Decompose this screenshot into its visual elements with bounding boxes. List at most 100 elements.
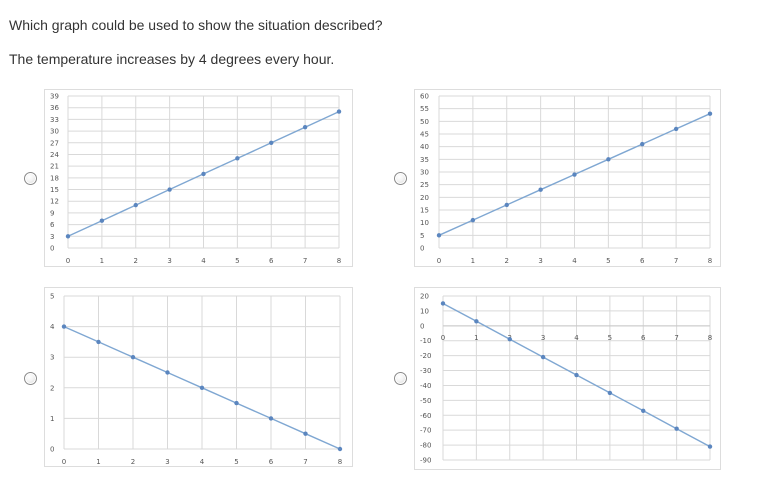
y-tick-label: 1: [50, 415, 54, 423]
x-tick-labels: 0 1 2 3 4 5 6 7 8: [66, 257, 341, 265]
x-tick-label: 6: [269, 257, 274, 265]
data-point: [65, 234, 71, 239]
x-tick-label: 2: [505, 257, 509, 265]
answer-option-2-radio[interactable]: [394, 172, 407, 185]
y-tick-label: 18: [50, 174, 59, 182]
data-point: [234, 400, 239, 406]
x-tick-label: 1: [100, 257, 104, 265]
answer-option-3-chart: 0 1 2 3 4 5 0 1 2 3 4 5 6 7 8: [44, 287, 353, 467]
chart-frame: [414, 287, 721, 470]
x-tick-label: 8: [708, 257, 712, 265]
data-point: [574, 372, 579, 378]
y-tick-label: -40: [420, 382, 431, 390]
y-tick-label: -10: [420, 337, 431, 345]
data-point: [133, 202, 138, 208]
x-tick-label: 0: [441, 334, 445, 342]
data-point: [303, 431, 308, 436]
x-tick-label: 5: [234, 458, 238, 466]
data-point: [337, 446, 343, 452]
answer-option-3-radio[interactable]: [24, 372, 37, 385]
data-point: [538, 187, 543, 192]
y-tick-label: 55: [420, 105, 429, 113]
data-point: [607, 390, 613, 396]
x-tick-label: 1: [96, 458, 100, 466]
x-tick-label: 8: [708, 334, 712, 342]
answer-option-4-radio[interactable]: [394, 372, 407, 385]
data-point: [572, 172, 577, 177]
y-tick-label: 45: [420, 131, 429, 139]
y-tick-label: -60: [420, 412, 431, 420]
data-point: [673, 126, 679, 132]
x-tick-label: 3: [538, 257, 542, 265]
data-point: [336, 109, 342, 114]
data-point: [440, 301, 446, 306]
x-tick-label: 0: [66, 257, 70, 265]
data-point: [199, 385, 205, 390]
y-tick-label: 12: [50, 198, 59, 206]
x-tick-label: 5: [235, 257, 239, 265]
y-tick-label: 15: [50, 186, 59, 194]
gridlines: [438, 95, 711, 249]
chart-frame: [44, 287, 353, 467]
data-point: [640, 141, 645, 147]
x-tick-label: 7: [674, 257, 678, 265]
y-tick-label: -50: [420, 397, 431, 405]
y-tick-label: 21: [50, 163, 59, 171]
x-tick-label: 4: [572, 257, 577, 265]
data-point: [641, 408, 646, 413]
x-tick-label: 7: [674, 334, 678, 342]
x-tick-label: 3: [165, 458, 169, 466]
y-tick-label: 0: [50, 245, 54, 253]
chart-4-svg: 20100-10-20-30-40-50-60-70-80-9001234567…: [414, 287, 721, 470]
y-tick-label: 40: [420, 143, 429, 151]
y-tick-label: 20: [420, 293, 429, 301]
y-tick-label: 10: [420, 219, 429, 227]
x-tick-label: 4: [200, 458, 205, 466]
data-point: [165, 370, 170, 375]
x-tick-label: 7: [303, 257, 307, 265]
x-tick-label: 7: [303, 458, 307, 466]
y-tick-label: 3: [50, 233, 54, 241]
data-point: [470, 217, 476, 223]
y-tick-label: 30: [50, 128, 59, 136]
x-tick-label: 6: [641, 334, 646, 342]
answer-option-4-chart: 20100-10-20-30-40-50-60-70-80-9001234567…: [414, 287, 721, 470]
y-tick-label: 39: [50, 93, 59, 101]
x-tick-labels: 0 1 2 3 4 5 6 7 8: [437, 257, 712, 265]
y-tick-labels: 0 1 2 3 4 5: [50, 293, 55, 454]
answer-option-1-chart: 0 3 6 9 12 15 18 21 24 27 30 33 36 39 0 1 2 3 4 5 6 7 8: [44, 89, 353, 267]
y-tick-label: 0: [50, 446, 54, 454]
y-tick-label: 0: [420, 322, 424, 330]
data-point: [167, 187, 172, 192]
y-tick-label: 36: [50, 104, 59, 112]
y-tick-label: -30: [420, 367, 431, 375]
y-tick-label: -20: [420, 352, 431, 360]
y-tick-labels: 0 5 10 15 20 25 30 35 40 45 50 55 60: [420, 93, 429, 253]
data-point: [540, 354, 546, 360]
y-tick-label: 15: [420, 207, 429, 215]
data-point: [707, 111, 713, 116]
y-tick-label: 30: [420, 169, 429, 177]
data-point: [474, 319, 479, 324]
question-prompt: Which graph could be used to show the si…: [9, 17, 383, 33]
y-tick-label: 0: [420, 245, 424, 253]
data-point: [130, 355, 136, 360]
y-tick-label: 33: [50, 116, 59, 124]
x-tick-label: 6: [269, 458, 274, 466]
x-tick-label: 3: [167, 257, 171, 265]
data-point: [201, 171, 206, 177]
y-tick-label: 10: [420, 307, 429, 315]
x-tick-label: 2: [134, 257, 138, 265]
x-tick-label: 0: [437, 257, 441, 265]
answer-option-2-chart: 0 5 10 15 20 25 30 35 40 45 50 55 60 0 1 2 3 4 5 6 7 8: [414, 89, 721, 267]
x-tick-label: 5: [608, 334, 612, 342]
y-tick-label: 2: [50, 384, 54, 392]
data-point: [61, 324, 67, 329]
data-point: [99, 218, 105, 223]
x-tick-label: 1: [474, 334, 478, 342]
answer-option-1-radio[interactable]: [24, 172, 37, 185]
data-points: [436, 111, 713, 238]
y-tick-label: -70: [420, 427, 431, 435]
